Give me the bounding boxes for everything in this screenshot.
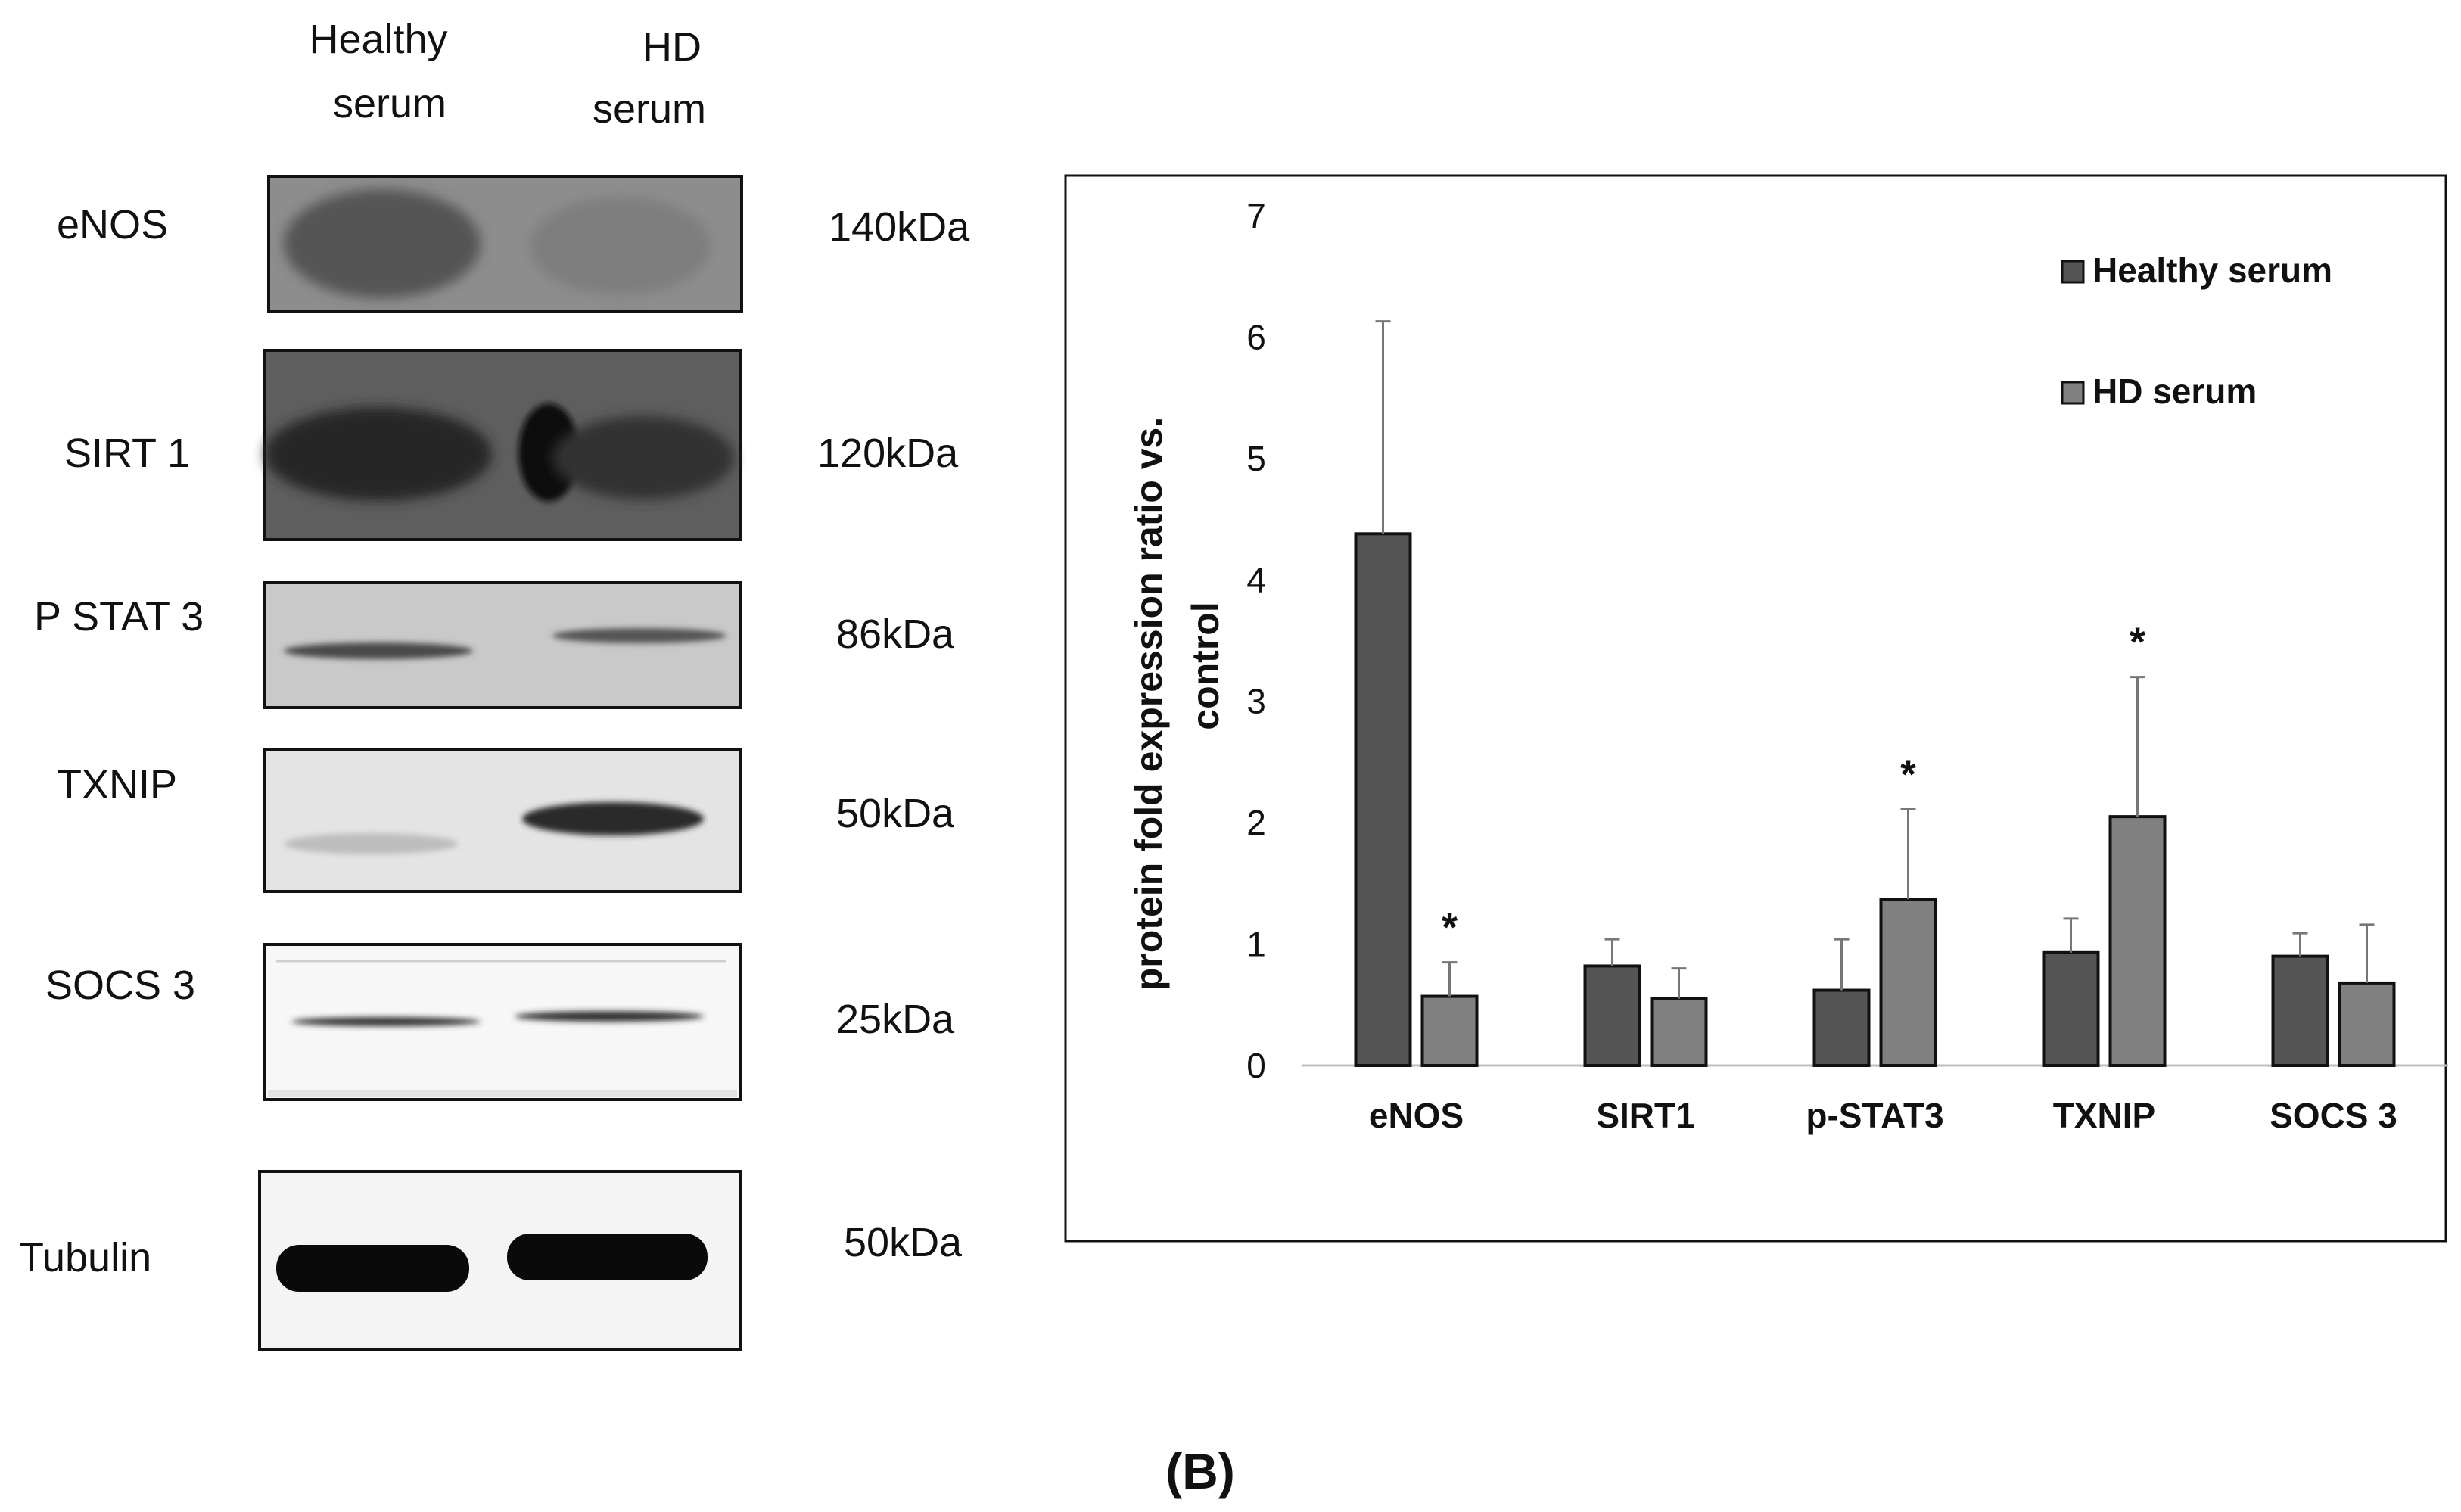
y-axis-label-line2: control xyxy=(1184,602,1227,730)
bar xyxy=(1583,964,1641,1068)
y-tick-label: 7 xyxy=(1246,196,1266,235)
bar-chart-panel: 0 1 2 3 4 5 6 7 * * * eNOS SIRT1 p-STAT3 TXNIP SOCS 3… xyxy=(1064,174,2448,1243)
y-tick-label: 6 xyxy=(1246,317,1266,356)
blot-label-enos: eNOS xyxy=(57,202,168,247)
legend-swatch-hd xyxy=(2061,381,2085,405)
blot-strip-enos xyxy=(267,175,743,313)
bar xyxy=(2338,981,2396,1067)
significance-markers: * * * xyxy=(1442,620,2145,950)
y-tick-label: 4 xyxy=(1246,560,1266,599)
y-tick-label: 0 xyxy=(1246,1046,1266,1085)
x-tick-label: p-STAT3 xyxy=(1806,1096,1943,1135)
legend: Healthy serum HD serum xyxy=(2061,250,2332,411)
bar xyxy=(1650,997,1708,1067)
blot-size-socs3: 25kDa xyxy=(836,997,955,1042)
bar xyxy=(1354,532,1412,1067)
blot-size-txnip: 50kDa xyxy=(836,791,955,836)
blot-label-tubulin: Tubulin xyxy=(19,1235,151,1280)
bar xyxy=(2042,950,2100,1067)
blot-strip-tubulin xyxy=(258,1170,742,1351)
legend-label-healthy: Healthy serum xyxy=(2092,250,2332,290)
y-axis-label-line1: protein fold expression ratio vs. xyxy=(1128,417,1170,991)
blot-column-header-healthy-line2: serum xyxy=(333,81,446,126)
blot-size-tubulin: 50kDa xyxy=(844,1220,963,1265)
legend-label-hd: HD serum xyxy=(2092,372,2257,411)
significance-star: * xyxy=(1900,751,1916,797)
bar xyxy=(2271,954,2329,1067)
x-tick-label: SIRT1 xyxy=(1596,1096,1694,1135)
blot-column-header-healthy-line1: Healthy xyxy=(309,17,447,62)
blot-column-header-hd-line2: serum xyxy=(593,86,706,132)
western-blot-panel: Healthy serum HD serum eNOS 140kDa SIRT … xyxy=(19,17,970,1351)
x-tick-label: eNOS xyxy=(1369,1096,1464,1135)
blot-label-sirt1: SIRT 1 xyxy=(64,431,190,476)
y-axis-label: protein fold expression ratio vs. contro… xyxy=(1128,417,1227,991)
y-tick-label: 3 xyxy=(1246,682,1266,721)
bar xyxy=(1420,994,1479,1067)
chart-frame xyxy=(1064,174,2447,1243)
blot-strip-socs3 xyxy=(263,943,742,1101)
blot-size-enos: 140kDa xyxy=(829,204,970,250)
bar xyxy=(1879,898,1937,1068)
panel-label: (B) xyxy=(1165,1443,1235,1499)
blot-size-pstat3: 86kDa xyxy=(836,611,955,657)
legend-swatch-healthy xyxy=(2061,260,2085,284)
bar xyxy=(2108,815,2167,1068)
blot-strip-sirt1 xyxy=(263,349,742,541)
x-tick-label: TXNIP xyxy=(2053,1096,2155,1135)
blot-size-sirt1: 120kDa xyxy=(817,431,959,476)
bar xyxy=(1812,988,1871,1068)
y-tick-label: 1 xyxy=(1246,925,1266,964)
significance-star: * xyxy=(2130,620,2145,665)
y-tick-label: 2 xyxy=(1246,803,1266,842)
blot-label-txnip: TXNIP xyxy=(57,762,177,807)
blot-strip-txnip xyxy=(263,748,742,893)
error-bars xyxy=(1375,320,2375,999)
blot-label-pstat3: P STAT 3 xyxy=(34,594,204,639)
y-axis-ticks: 0 1 2 3 4 5 6 7 xyxy=(1246,196,1266,1085)
blot-strip-pstat3 xyxy=(263,581,742,709)
x-tick-label: SOCS 3 xyxy=(2270,1096,2397,1135)
x-axis-ticks: eNOS SIRT1 p-STAT3 TXNIP SOCS 3 xyxy=(1369,1096,2397,1135)
blot-label-socs3: SOCS 3 xyxy=(45,963,195,1008)
significance-star: * xyxy=(1442,905,1458,950)
y-tick-label: 5 xyxy=(1246,439,1266,478)
blot-column-header-hd-line1: HD xyxy=(642,24,702,70)
